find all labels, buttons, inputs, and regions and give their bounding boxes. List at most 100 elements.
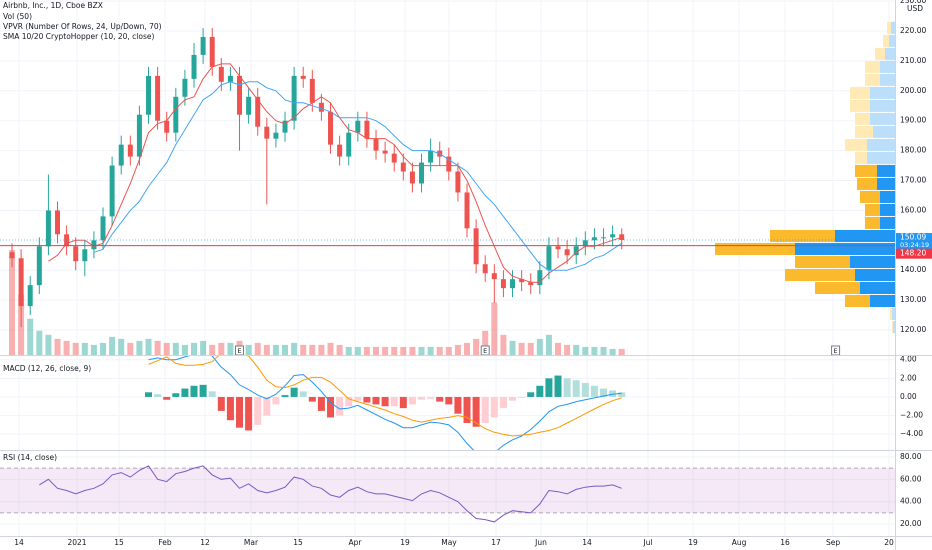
macd-histogram-bar bbox=[199, 384, 207, 397]
y-tick-label: 20.00 bbox=[900, 519, 922, 528]
macd-histogram-bar bbox=[609, 390, 617, 397]
volume-bar bbox=[564, 344, 571, 355]
macd-histogram-bar bbox=[236, 396, 244, 428]
x-tick-label: 2021 bbox=[67, 538, 86, 547]
macd-histogram-bar bbox=[299, 391, 307, 397]
profile-up bbox=[835, 229, 895, 242]
volume-bar bbox=[509, 340, 516, 355]
profile-up bbox=[870, 86, 895, 99]
profile-down bbox=[865, 73, 880, 86]
volume-bar bbox=[63, 340, 70, 355]
volume-bar bbox=[545, 334, 552, 355]
volume-bar bbox=[418, 346, 425, 355]
candle-body bbox=[291, 75, 297, 121]
profile-up bbox=[870, 112, 895, 125]
candle-body bbox=[537, 270, 543, 286]
candle-body bbox=[573, 246, 579, 256]
macd-histogram-bar bbox=[509, 396, 517, 401]
candle-body bbox=[227, 75, 233, 82]
candle-body bbox=[118, 144, 124, 166]
volume-bar bbox=[500, 334, 507, 355]
macd-histogram-bar bbox=[327, 396, 335, 418]
macd-histogram-bar bbox=[272, 396, 280, 405]
volume-bar bbox=[209, 344, 216, 355]
profile-up bbox=[877, 164, 895, 177]
candle-body bbox=[109, 165, 115, 217]
volume-bar bbox=[609, 348, 616, 355]
x-tick-label: 14 bbox=[14, 538, 24, 547]
macd-histogram-bar bbox=[527, 392, 535, 397]
y-tick-label: 220.00 bbox=[900, 26, 926, 35]
y-tick-label: 140.00 bbox=[900, 265, 926, 274]
volume-bar bbox=[218, 342, 225, 355]
volume-bar bbox=[573, 344, 580, 355]
candle-body bbox=[209, 36, 215, 67]
macd-legend: MACD (12, 26, close, 9) bbox=[3, 364, 91, 373]
signal-line bbox=[148, 356, 622, 437]
sma-line bbox=[48, 63, 622, 283]
volume-bar bbox=[600, 346, 607, 355]
candle-body bbox=[218, 66, 224, 82]
x-tick-label: 15 bbox=[114, 538, 124, 547]
candle-body bbox=[27, 285, 33, 307]
macd-histogram-bar bbox=[618, 392, 626, 397]
candle-body bbox=[510, 279, 516, 289]
y-tick-label: 0.00 bbox=[900, 392, 917, 401]
volume-bar bbox=[300, 344, 307, 355]
x-tick-label: 16 bbox=[780, 538, 790, 547]
candle-body bbox=[55, 210, 61, 235]
x-tick-label: 19 bbox=[400, 538, 410, 547]
y-tick-label: 210.00 bbox=[900, 56, 926, 65]
profile-down bbox=[785, 268, 855, 281]
candle-body bbox=[246, 96, 252, 115]
candle-body bbox=[473, 228, 479, 265]
profile-up bbox=[892, 308, 895, 321]
macd-histogram-bar bbox=[290, 387, 298, 397]
volume-bar bbox=[100, 342, 107, 355]
candle-body bbox=[82, 249, 88, 262]
profile-down bbox=[855, 125, 873, 138]
profile-up bbox=[850, 255, 895, 268]
earnings-label: E bbox=[834, 347, 838, 355]
profile-down bbox=[850, 86, 870, 99]
macd-histogram-bar bbox=[345, 396, 353, 407]
candle-body bbox=[9, 252, 15, 259]
volume-bar bbox=[582, 346, 589, 355]
profile-up bbox=[870, 294, 895, 308]
y-tick-label: 170.00 bbox=[900, 176, 926, 185]
profile-down bbox=[855, 151, 867, 164]
volume-bar bbox=[227, 342, 234, 355]
candle-body bbox=[610, 234, 616, 238]
volume-bar bbox=[309, 344, 316, 355]
macd-line bbox=[148, 356, 622, 450]
macd-histogram-bar bbox=[363, 396, 371, 403]
macd-histogram-bar bbox=[281, 395, 289, 397]
profile-up bbox=[880, 60, 895, 73]
y-tick-label: 2.00 bbox=[900, 373, 917, 382]
volume-bar bbox=[400, 346, 407, 355]
macd-histogram-bar bbox=[208, 391, 216, 397]
profile-down bbox=[892, 321, 893, 334]
macd-histogram-bar bbox=[145, 392, 153, 397]
volume-bar bbox=[491, 302, 498, 355]
macd-histogram-bar bbox=[390, 396, 398, 407]
profile-up bbox=[880, 216, 895, 229]
volume-bar bbox=[282, 344, 289, 355]
countdown-label: 03:24:19 bbox=[900, 241, 929, 249]
macd-histogram-bar bbox=[172, 393, 180, 397]
volume-bar bbox=[136, 340, 143, 355]
macd-histogram-bar bbox=[372, 396, 380, 405]
sma-line bbox=[93, 81, 622, 271]
candle-body bbox=[446, 156, 452, 172]
volume-bar bbox=[591, 346, 598, 355]
macd-histogram-bar bbox=[572, 380, 580, 397]
macd-histogram-bar bbox=[590, 385, 598, 397]
y-tick-label: 230.00 bbox=[900, 0, 926, 5]
macd-histogram-bar bbox=[381, 396, 389, 407]
volume-bar bbox=[464, 342, 471, 355]
candle-body bbox=[409, 171, 415, 184]
macd-histogram-bar bbox=[436, 396, 444, 402]
candle-body bbox=[173, 96, 179, 133]
candle-body bbox=[619, 234, 625, 241]
profile-down bbox=[857, 177, 877, 190]
